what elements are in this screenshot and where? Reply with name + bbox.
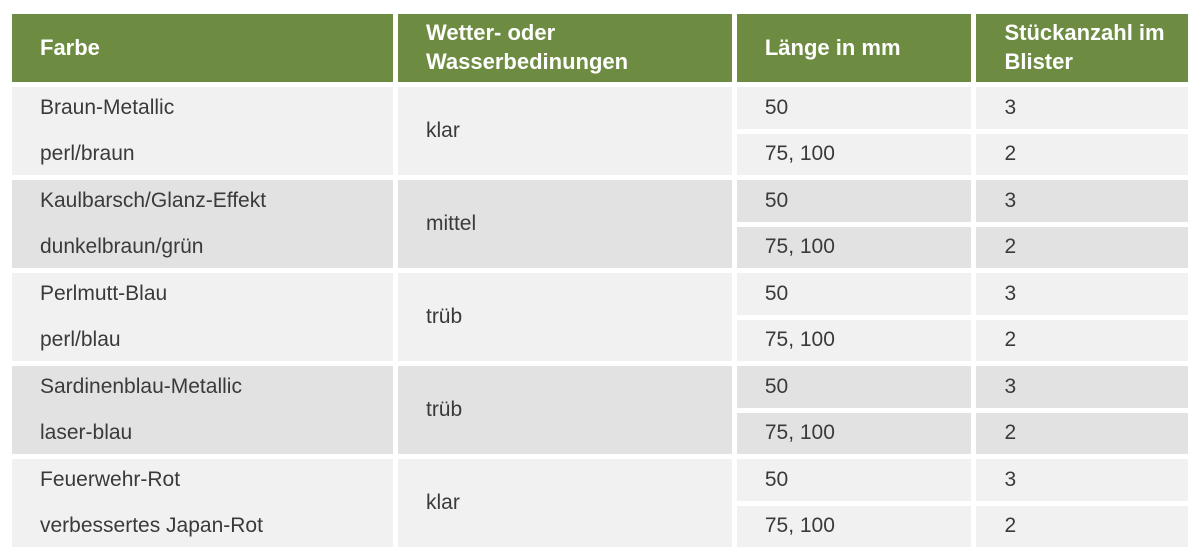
stueck-cell: 3 xyxy=(976,366,1188,408)
header-farbe: Farbe xyxy=(12,14,393,82)
laenge-cell: 50 xyxy=(736,180,972,222)
bedingung-cell: klar xyxy=(397,87,732,175)
table-row: Sardinenblau-Metallic laser-blau trüb 50… xyxy=(12,366,1188,454)
stueck-cell: 2 xyxy=(976,226,1188,268)
table-row: Feuerwehr-Rot verbessertes Japan-Rot kla… xyxy=(12,459,1188,547)
stueck-cell: 3 xyxy=(976,459,1188,501)
farbe-name: Feuerwehr-Rot xyxy=(40,467,181,491)
farbe-name: Perlmutt-Blau xyxy=(40,281,168,305)
product-table: Farbe Wetter- oder Wasserbedinungen Läng… xyxy=(12,14,1188,547)
farbe-cell: Kaulbarsch/Glanz-Effekt dunkelbraun/grün xyxy=(12,180,393,268)
table-header-row: Farbe Wetter- oder Wasserbedinungen Läng… xyxy=(12,14,1188,82)
farbe-cell: Braun-Metallic perl/braun xyxy=(12,87,393,175)
laenge-cell: 75, 100 xyxy=(736,412,972,454)
stueck-cell: 3 xyxy=(976,273,1188,315)
bedingung-cell: trüb xyxy=(397,366,732,454)
laenge-cell: 50 xyxy=(736,273,972,315)
bedingung-cell: klar xyxy=(397,459,732,547)
farbe-subname: perl/braun xyxy=(40,142,135,166)
farbe-subname: verbessertes Japan-Rot xyxy=(40,514,263,538)
laenge-cell: 75, 100 xyxy=(736,505,972,547)
farbe-subname: perl/blau xyxy=(40,328,121,352)
laenge-cell: 75, 100 xyxy=(736,319,972,361)
farbe-name: Braun-Metallic xyxy=(40,95,175,119)
stueck-cell: 3 xyxy=(976,87,1188,129)
table-body: Braun-Metallic perl/braun klar 50 3 75, … xyxy=(12,87,1188,547)
laenge-cell: 50 xyxy=(736,87,972,129)
stueck-cell: 3 xyxy=(976,180,1188,222)
stueck-cell: 2 xyxy=(976,505,1188,547)
farbe-subname: laser-blau xyxy=(40,421,133,445)
laenge-cell: 50 xyxy=(736,459,972,501)
laenge-cell: 75, 100 xyxy=(736,133,972,175)
header-stueck: Stückanzahl im Blister xyxy=(976,14,1188,82)
bedingung-cell: mittel xyxy=(397,180,732,268)
laenge-cell: 75, 100 xyxy=(736,226,972,268)
header-bedingung: Wetter- oder Wasserbedinungen xyxy=(397,14,732,82)
laenge-cell: 50 xyxy=(736,366,972,408)
farbe-name: Kaulbarsch/Glanz-Effekt xyxy=(40,188,267,212)
farbe-cell: Perlmutt-Blau perl/blau xyxy=(12,273,393,361)
header-laenge: Länge in mm xyxy=(736,14,972,82)
table-row: Kaulbarsch/Glanz-Effekt dunkelbraun/grün… xyxy=(12,180,1188,268)
farbe-subname: dunkelbraun/grün xyxy=(40,235,204,259)
stueck-cell: 2 xyxy=(976,319,1188,361)
bedingung-cell: trüb xyxy=(397,273,732,361)
stueck-cell: 2 xyxy=(976,133,1188,175)
farbe-cell: Sardinenblau-Metallic laser-blau xyxy=(12,366,393,454)
table-row: Braun-Metallic perl/braun klar 50 3 75, … xyxy=(12,87,1188,175)
farbe-cell: Feuerwehr-Rot verbessertes Japan-Rot xyxy=(12,459,393,547)
stueck-cell: 2 xyxy=(976,412,1188,454)
table-row: Perlmutt-Blau perl/blau trüb 50 3 75, 10… xyxy=(12,273,1188,361)
farbe-name: Sardinenblau-Metallic xyxy=(40,374,242,398)
